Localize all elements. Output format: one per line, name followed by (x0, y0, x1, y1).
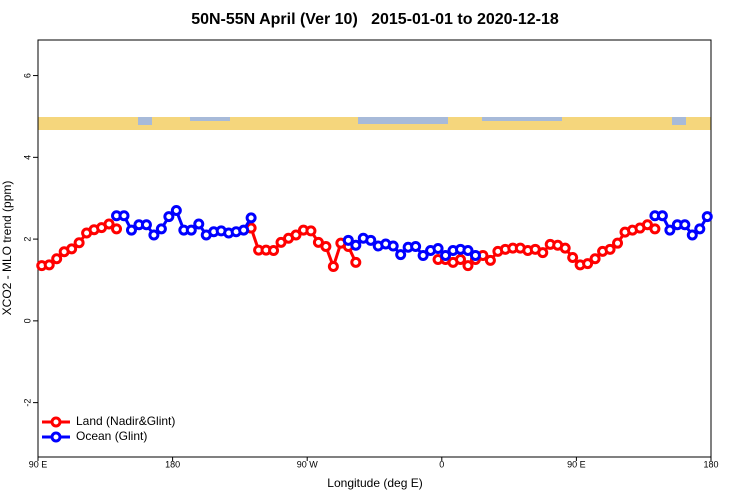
x-tick-label: 90 E (29, 459, 48, 469)
point (440, 249, 452, 261)
point (612, 237, 624, 249)
point (395, 249, 407, 261)
ocean-patch (482, 117, 562, 121)
x-tick-label: 90 W (297, 459, 319, 469)
plot-frame (37, 39, 712, 458)
ocean-patch (672, 117, 686, 125)
y-tick-label: 0 (22, 318, 32, 323)
point (305, 225, 317, 237)
ocean-patch (138, 117, 152, 125)
x-tick-label: 180 (165, 459, 180, 469)
y-tick-label: -2 (22, 399, 32, 407)
point (537, 247, 549, 259)
y-axis-label: XCO2 - MLO trend (ppm) (0, 181, 14, 316)
point (350, 239, 362, 251)
point (193, 218, 205, 230)
point (589, 253, 601, 265)
point (694, 223, 706, 235)
point (679, 219, 691, 231)
point (51, 253, 63, 265)
legend-label: Ocean (Glint) (76, 429, 147, 443)
point (43, 259, 55, 271)
point (701, 211, 713, 223)
x-axis-label: Longitude (deg E) (327, 476, 422, 490)
legend-label: Land (Nadir&Glint) (76, 414, 175, 428)
point (417, 249, 429, 261)
point (432, 243, 444, 254)
point (155, 223, 167, 235)
point (462, 260, 474, 272)
point (559, 242, 571, 254)
point (140, 219, 152, 231)
point (118, 210, 130, 222)
point (350, 256, 362, 268)
point (462, 245, 474, 257)
point (686, 229, 698, 241)
point (484, 254, 496, 266)
point (387, 240, 399, 252)
y-tick-label: 4 (22, 155, 32, 160)
point (66, 243, 78, 255)
y-tick-label: 2 (22, 237, 32, 242)
point (342, 234, 354, 246)
ocean-patch (190, 117, 230, 121)
chart-title: 50N-55N April (Ver 10) 2015-01-01 to 202… (191, 11, 559, 28)
point (163, 211, 175, 223)
point (320, 240, 332, 252)
point (268, 245, 280, 257)
point (185, 224, 197, 236)
point (410, 240, 422, 252)
x-tick-label: 0 (439, 459, 444, 469)
series (111, 204, 713, 261)
point (238, 224, 250, 236)
point (567, 251, 579, 263)
x-tick-label: 90 E (567, 459, 586, 469)
point (245, 212, 257, 224)
point (454, 254, 466, 266)
point (103, 218, 115, 230)
point (290, 229, 302, 241)
point (649, 223, 661, 235)
legend-marker (50, 416, 62, 428)
point (604, 243, 616, 255)
ocean-patch (358, 117, 448, 124)
point (73, 237, 85, 249)
x-tick-label: 180 (703, 459, 718, 469)
point (111, 223, 123, 235)
land-mask-strip (38, 117, 711, 130)
series (36, 218, 661, 272)
legend-marker (50, 431, 62, 443)
point (582, 258, 594, 270)
point (664, 224, 676, 236)
point (656, 210, 668, 222)
point (327, 260, 339, 272)
point (148, 229, 160, 241)
point (125, 224, 137, 236)
point (469, 249, 481, 261)
point (170, 204, 182, 216)
point (365, 234, 377, 246)
y-tick-label: 6 (22, 73, 32, 78)
